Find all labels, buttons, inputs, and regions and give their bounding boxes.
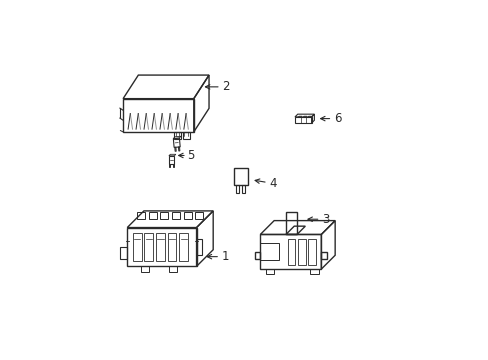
Text: 4: 4 (268, 177, 276, 190)
Text: 5: 5 (187, 149, 194, 162)
Text: 6: 6 (333, 112, 341, 125)
Text: 3: 3 (321, 213, 328, 226)
Text: 1: 1 (221, 250, 228, 263)
Text: 2: 2 (222, 80, 229, 93)
